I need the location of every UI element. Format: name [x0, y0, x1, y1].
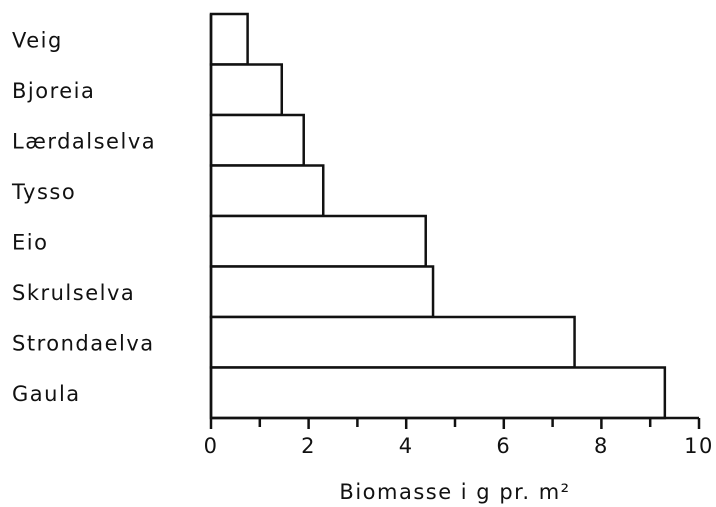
x-tick-label: 2 — [301, 434, 316, 458]
bar — [209, 315, 576, 369]
x-tick-label: 10 — [684, 434, 714, 458]
x-tick-label: 4 — [399, 434, 414, 458]
bar — [209, 366, 667, 420]
x-tick-label: 0 — [204, 434, 219, 458]
y-tick-label: Gaula — [12, 382, 81, 406]
y-tick-label: Veig — [12, 28, 63, 52]
x-axis-label: Biomasse i g pr. m² — [339, 480, 570, 504]
y-tick-label: Tysso — [11, 180, 76, 204]
bar — [209, 113, 305, 167]
y-tick-label: Skrulselva — [12, 281, 135, 305]
bar — [209, 164, 325, 218]
y-tick-label: Lærdalselva — [12, 129, 156, 153]
bar — [209, 63, 284, 117]
bar — [209, 214, 427, 268]
y-tick-label: Bjoreia — [12, 79, 95, 103]
bar — [209, 12, 249, 66]
y-tick-label: Strondaelva — [12, 331, 155, 355]
x-tick-label: 8 — [594, 434, 609, 458]
x-tick-label: 6 — [496, 434, 511, 458]
y-tick-label: Eio — [12, 230, 48, 254]
bar — [209, 265, 435, 319]
